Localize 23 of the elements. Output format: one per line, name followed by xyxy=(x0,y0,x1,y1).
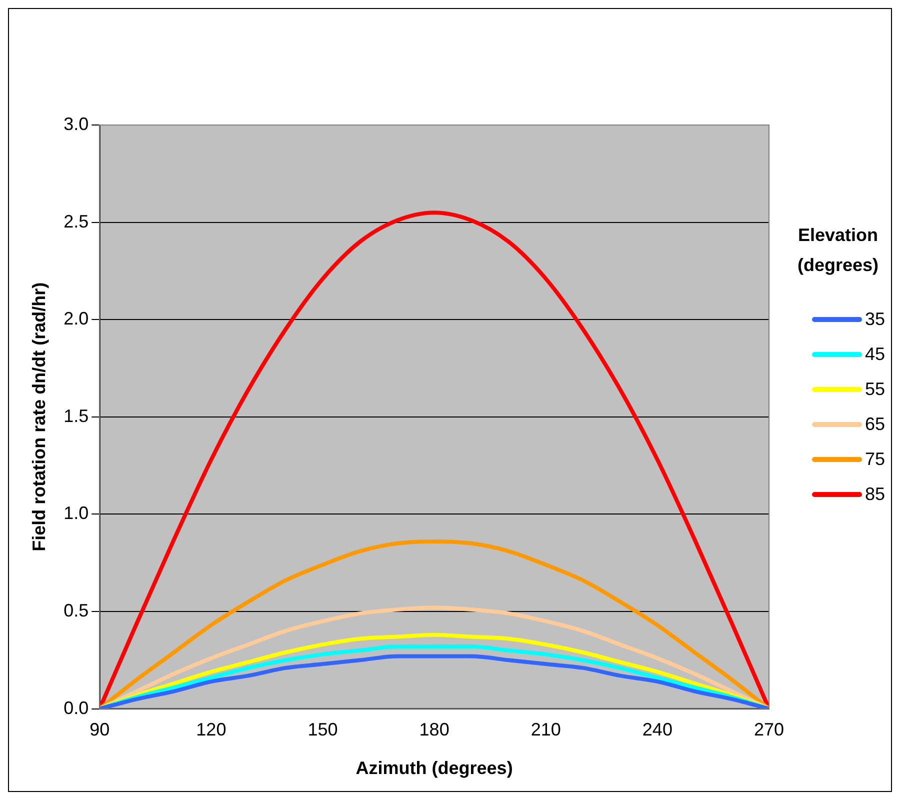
x-tick-label: 90 xyxy=(90,720,110,740)
x-tick-label: 240 xyxy=(642,720,672,740)
y-tick-label: 2.5 xyxy=(64,211,89,232)
legend-label: 65 xyxy=(865,414,886,435)
legend-label: 35 xyxy=(865,309,886,330)
y-tick-label: 3.0 xyxy=(64,114,89,134)
legend-label: 45 xyxy=(865,344,886,365)
x-tick-label: 120 xyxy=(196,720,226,740)
x-tick-label: 270 xyxy=(754,720,784,740)
x-tick-label: 210 xyxy=(530,720,561,740)
y-tick-label: 1.5 xyxy=(64,406,89,426)
x-tick-label: 180 xyxy=(419,720,450,740)
legend-label: 75 xyxy=(865,449,886,470)
x-axis-title: Azimuth (degrees) xyxy=(356,758,513,778)
y-tick-label: 2.0 xyxy=(64,308,89,329)
y-axis-title: Field rotation rate dn/dt (rad/hr) xyxy=(28,282,49,552)
legend-title: Elevation (degrees) xyxy=(796,224,880,277)
y-tick-label: 0.0 xyxy=(64,698,89,718)
legend-label: 85 xyxy=(865,484,886,505)
y-tick-label: 1.0 xyxy=(64,503,89,524)
x-tick-label: 150 xyxy=(308,720,338,740)
legend-label: 55 xyxy=(865,379,886,400)
y-tick-label: 0.5 xyxy=(64,600,89,620)
